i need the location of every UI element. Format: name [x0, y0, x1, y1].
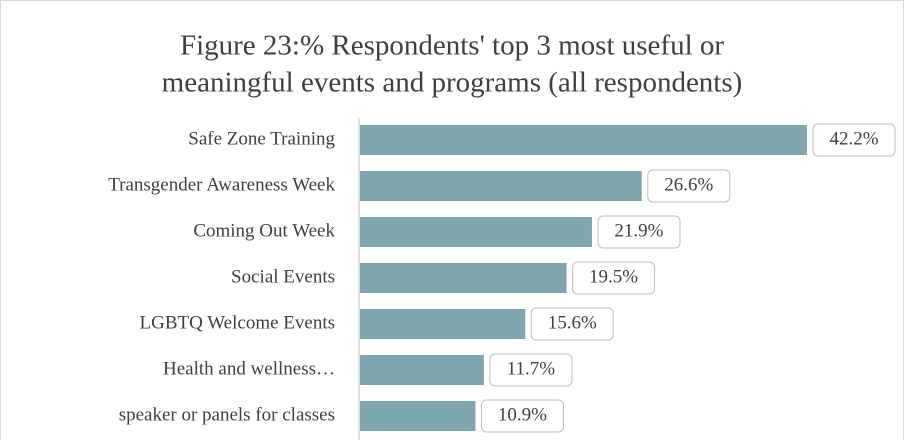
category-label: Transgender Awareness Week	[108, 174, 335, 195]
data-label: 42.2%	[829, 128, 878, 149]
data-label-box	[812, 123, 896, 157]
category-label: Social Events	[231, 266, 335, 287]
data-label-box	[489, 353, 573, 387]
data-label-box	[480, 399, 564, 433]
bar	[360, 171, 642, 201]
bar	[360, 355, 484, 385]
data-label: 11.7%	[507, 358, 556, 379]
data-label: 10.9%	[498, 404, 547, 425]
data-label-box	[530, 307, 614, 341]
bar	[360, 401, 476, 431]
data-label-box	[572, 261, 656, 295]
category-label: Safe Zone Training	[188, 128, 335, 149]
bar	[360, 309, 526, 339]
category-label: Health and wellness…	[163, 358, 335, 379]
category-label: Coming Out Week	[193, 220, 335, 241]
data-label: 21.9%	[614, 220, 663, 241]
data-label-box	[597, 215, 681, 249]
chart-title: Figure 23:% Respondents' top 3 most usef…	[180, 30, 724, 62]
category-label: LGBTQ Welcome Events	[140, 312, 335, 333]
chart-title: meaningful events and programs (all resp…	[162, 67, 743, 99]
bar	[360, 217, 592, 247]
data-label: 15.6%	[548, 312, 597, 333]
bar	[360, 263, 567, 293]
data-label-box	[647, 169, 731, 203]
data-label: 26.6%	[664, 174, 713, 195]
category-label: speaker or panels for classes	[119, 404, 335, 425]
data-label: 19.5%	[589, 266, 638, 287]
bar	[360, 125, 807, 155]
